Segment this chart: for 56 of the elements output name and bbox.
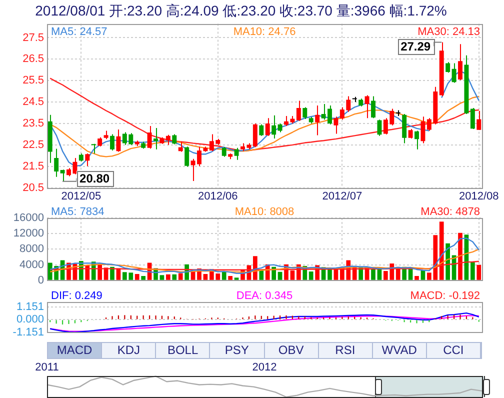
bar	[470, 262, 475, 280]
text: MA5: 24.57	[51, 26, 108, 38]
y-tick-label: 23.5	[22, 118, 44, 130]
text: MA30: 4878	[420, 206, 480, 218]
x-tick-label: 2012	[252, 362, 277, 374]
bar	[134, 274, 140, 280]
y-tick-label: 20.5	[22, 182, 44, 194]
bar	[228, 276, 232, 280]
bar	[160, 275, 164, 280]
chart-title: 2012/08/01 开:23.20 高:24.09 低:23.20 收:23.70 量:3966 幅:1.72%	[35, 2, 447, 18]
bar	[172, 274, 177, 280]
bar	[458, 232, 462, 280]
y-tick-label: 21.5	[22, 160, 44, 172]
y-tick-label: 12000	[13, 228, 44, 240]
y-tick-label: 26.5	[22, 53, 44, 66]
bar	[178, 273, 183, 280]
bar	[290, 270, 295, 280]
bar	[278, 272, 282, 280]
bar	[414, 276, 419, 280]
y-tick-label: 4000	[20, 258, 44, 271]
text: MA30: 24.13	[418, 26, 480, 38]
bar	[203, 274, 208, 280]
x-tick-label: 2012/07	[322, 190, 362, 202]
y-tick-label: 22.5	[22, 138, 44, 151]
x-tick-label: 2011	[35, 362, 59, 374]
bar	[308, 272, 314, 280]
bar	[141, 276, 146, 280]
y-tick-label: 8000	[20, 243, 44, 256]
x-tick-label: 2012/08	[459, 190, 499, 202]
text: MA10: 8008	[234, 206, 294, 218]
bar	[371, 268, 376, 280]
y-tick-label: 27.5	[22, 32, 44, 44]
series-label: MACD: -0.192	[410, 290, 480, 302]
annotation: 27.29	[400, 40, 431, 54]
text: DIF: 0.249	[51, 290, 102, 302]
text: MA5: 7834	[51, 206, 104, 218]
y-tick-label: 24.5	[22, 96, 44, 108]
annotation: 20.80	[80, 172, 110, 186]
series-label: DEA: 0.345	[236, 290, 293, 302]
indicator-tabs: MACD KDJ BOLL PSY OBV RSI WVAD CCI	[47, 342, 482, 359]
bar	[166, 274, 170, 280]
bar	[439, 222, 444, 280]
y-tick-label: 16000	[13, 212, 44, 224]
y-tick-label: 0	[38, 274, 44, 286]
text: MA10: 24.76	[233, 26, 296, 38]
x-tick-label: 2012/06	[198, 190, 238, 202]
bar	[476, 264, 482, 280]
y-tick-label: -1.151	[12, 326, 44, 338]
candlestick	[134, 140, 140, 146]
y-tick-label: 0.000	[16, 314, 44, 326]
y-tick-label: 1.151	[16, 300, 44, 313]
x-tick-label: 2012/05	[61, 190, 102, 202]
bar	[272, 266, 276, 280]
bar	[358, 268, 363, 280]
bar	[259, 270, 264, 280]
y-tick-label: 25.5	[22, 74, 44, 87]
